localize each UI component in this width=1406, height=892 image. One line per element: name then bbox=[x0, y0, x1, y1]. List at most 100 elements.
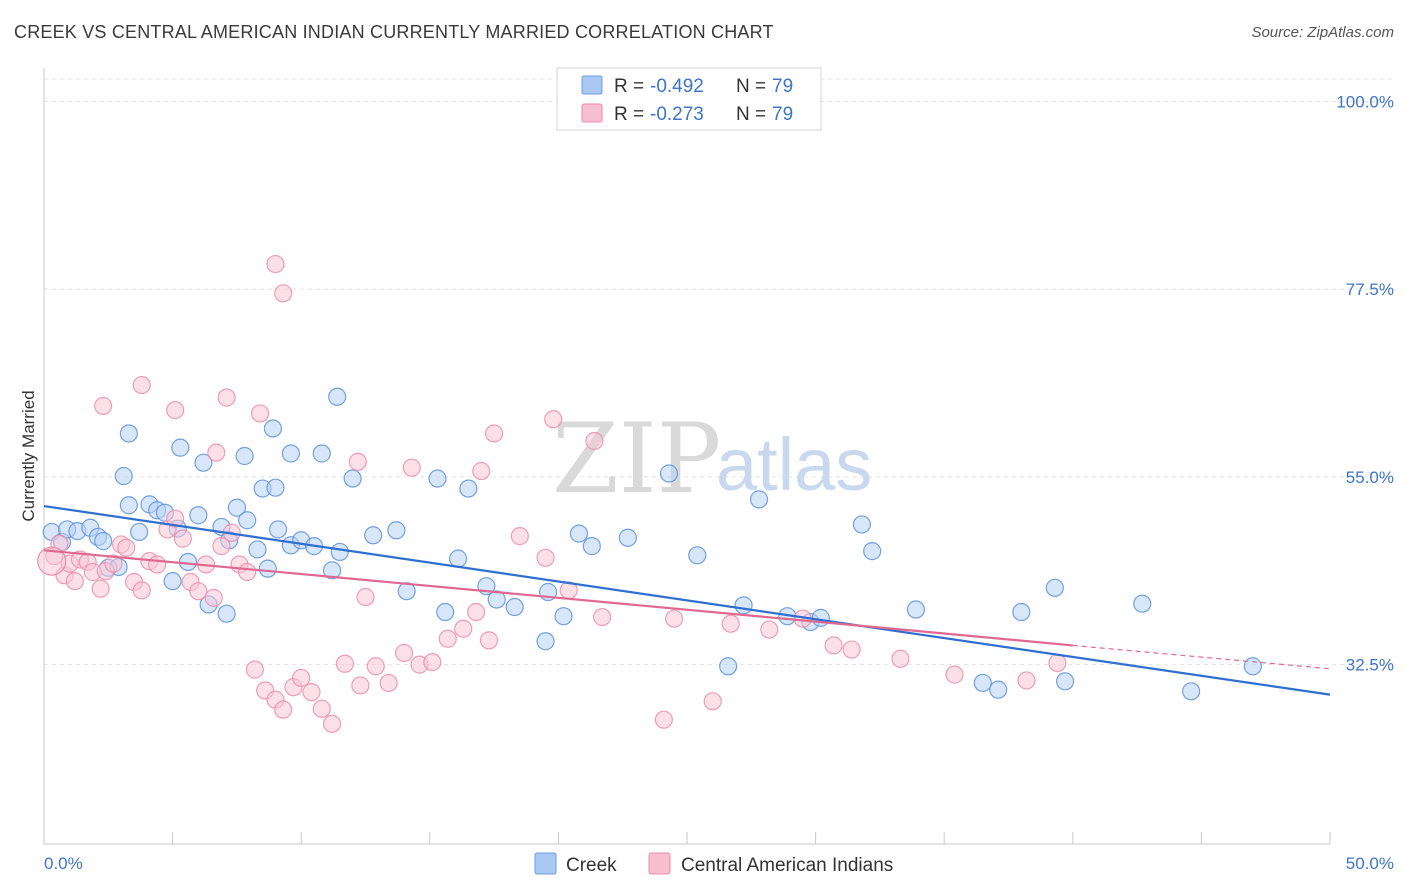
creek-point bbox=[119, 424, 138, 443]
cai-point bbox=[472, 461, 491, 481]
creek-point bbox=[749, 490, 769, 509]
creek-point bbox=[119, 496, 138, 515]
creek-point bbox=[114, 466, 133, 486]
cai-point bbox=[1048, 653, 1067, 673]
creek-point bbox=[852, 515, 871, 534]
cai-point bbox=[423, 652, 442, 672]
bottom-legend-label-creek: Creek bbox=[566, 855, 617, 876]
cai-point bbox=[312, 699, 331, 718]
creek-point bbox=[688, 546, 707, 565]
cai-point bbox=[891, 649, 910, 668]
chart-title: CREEK VS CENTRAL AMERICAN INDIAN CURRENT… bbox=[14, 22, 774, 42]
cai-point bbox=[292, 668, 311, 688]
creek-point bbox=[1182, 682, 1201, 701]
y-tick-label: 77.5% bbox=[1346, 280, 1394, 299]
cai-point bbox=[585, 431, 604, 451]
creek-point bbox=[659, 464, 679, 483]
creek-point bbox=[189, 506, 208, 525]
y-tick-labels: 32.5% 55.0% 77.5% 100.0% bbox=[1336, 92, 1394, 674]
creek-point bbox=[364, 526, 383, 545]
cai-point bbox=[274, 284, 293, 303]
y-tick-label: 100.0% bbox=[1336, 92, 1394, 111]
creek-point bbox=[811, 608, 830, 627]
cai-point bbox=[91, 579, 110, 598]
cai-point bbox=[824, 636, 843, 655]
creek-point bbox=[238, 511, 257, 530]
creek-point bbox=[171, 438, 190, 457]
creek-point bbox=[989, 680, 1008, 699]
cai-point bbox=[703, 692, 722, 711]
cai-point bbox=[322, 714, 342, 733]
legend-n-label-creek: N = bbox=[736, 76, 766, 97]
creek-point bbox=[719, 657, 738, 676]
creek-point bbox=[569, 524, 589, 543]
cai-trend-extension bbox=[1072, 644, 1331, 670]
creek-point bbox=[312, 444, 331, 463]
y-axis-title: Currently Married bbox=[19, 390, 38, 521]
bottom-legend: Creek Central American Indians bbox=[534, 852, 893, 876]
x-tick-label-max: 50.0% bbox=[1346, 854, 1394, 873]
legend-r-value-creek: -0.492 bbox=[650, 76, 704, 97]
creek-point bbox=[194, 453, 213, 472]
cai-point bbox=[454, 619, 473, 638]
legend-n-value-cai: 79 bbox=[772, 104, 793, 125]
cai-point bbox=[466, 602, 486, 622]
creek-point bbox=[436, 602, 455, 622]
y-tick-label: 55.0% bbox=[1346, 468, 1394, 487]
cai-point bbox=[94, 396, 113, 416]
cai-point bbox=[721, 614, 740, 633]
creek-point bbox=[258, 559, 277, 578]
creek-point bbox=[343, 469, 362, 488]
cai-point bbox=[212, 537, 231, 556]
cai-point bbox=[366, 657, 385, 676]
creek-point bbox=[618, 528, 637, 547]
cai-point bbox=[402, 458, 421, 477]
creek-point bbox=[217, 604, 236, 623]
y-tick-label: 32.5% bbox=[1346, 656, 1394, 675]
cai-point bbox=[132, 581, 151, 600]
cai-point bbox=[132, 375, 151, 395]
cai-point bbox=[302, 683, 321, 702]
creek-point bbox=[328, 387, 347, 406]
cai-point bbox=[189, 582, 208, 601]
cai-point bbox=[245, 660, 265, 679]
creek-point bbox=[734, 596, 753, 615]
bottom-legend-swatch-cai bbox=[648, 852, 671, 875]
cai-point bbox=[117, 538, 136, 557]
creek-point bbox=[322, 561, 342, 580]
creek-point bbox=[487, 590, 506, 609]
cai-trend-line bbox=[43, 549, 1073, 647]
cai-point bbox=[593, 607, 612, 627]
creek-point bbox=[1133, 594, 1152, 613]
cai-point bbox=[842, 640, 861, 659]
cai-point bbox=[479, 631, 499, 650]
cai-point bbox=[238, 562, 257, 582]
creek-point bbox=[448, 549, 468, 568]
bottom-legend-label-cai: Central American Indians bbox=[681, 855, 893, 876]
cai-point bbox=[510, 527, 529, 546]
cai-point bbox=[217, 388, 236, 407]
cai-point bbox=[266, 254, 285, 274]
legend-swatch-creek bbox=[581, 75, 603, 95]
cai-point bbox=[1017, 671, 1036, 690]
creek-point bbox=[1243, 657, 1262, 676]
creek-point bbox=[163, 572, 182, 591]
creek-point bbox=[505, 597, 524, 617]
creek-point bbox=[1055, 672, 1075, 691]
cai-point bbox=[148, 555, 167, 574]
cai-point-cluster bbox=[37, 546, 67, 576]
chart-source: Source: ZipAtlas.com bbox=[1251, 24, 1394, 41]
creek-point bbox=[863, 542, 882, 561]
cai-point bbox=[536, 548, 555, 567]
cai-point bbox=[351, 676, 370, 695]
legend-n-value-creek: 79 bbox=[772, 76, 793, 97]
creek-point bbox=[397, 582, 416, 601]
cai-point bbox=[945, 665, 964, 684]
cai-point bbox=[166, 401, 185, 420]
cai-point bbox=[335, 654, 355, 673]
watermark-zip: ZIP bbox=[552, 403, 721, 515]
creek-point bbox=[387, 521, 406, 540]
creek-point bbox=[281, 444, 301, 463]
cai-point bbox=[665, 609, 684, 628]
creek-point bbox=[130, 522, 149, 542]
